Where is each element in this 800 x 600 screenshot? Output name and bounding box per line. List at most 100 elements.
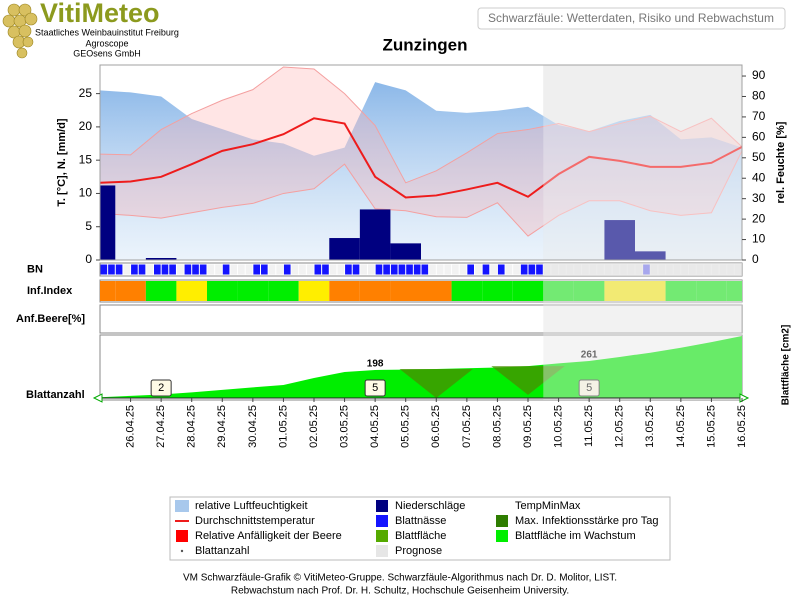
legend-label: Relative Anfälligkeit der Beere [195,530,342,542]
leaf-wetness-cell [429,264,436,275]
leaf-wetness-cell [345,264,352,275]
leaf-wetness-cell [146,264,153,275]
precipitation-bar [100,185,116,260]
y2-axis-title: rel. Feuchte [%] [775,121,787,203]
x-tick-label: 12.05.25 [614,405,626,448]
leaf-count-label: 5 [372,382,378,394]
x-tick-label: 14.05.25 [675,405,687,448]
leaf-wetness-cell [413,264,421,275]
legend-label: Blattfläche im Wachstum [515,530,636,542]
x-tick-label: 03.05.25 [338,405,350,448]
plot-frame [99,64,743,261]
footer-line: VM Schwarzfäule-Grafik © VitiMeteo-Grupp… [183,573,617,584]
y2-tick-label: 50 [752,150,766,164]
strip-label: BN [27,263,43,275]
leaf-wetness-cell [184,264,192,275]
leaf-count-box [578,379,600,397]
forecast-overlay [543,263,742,276]
leaf-wetness-cell [245,264,253,275]
precipitation-bar [635,251,666,260]
infection-index-cell [237,281,269,301]
leaf-wetness-cell [230,264,238,275]
leaf-wetness-cell [337,264,345,275]
legend-swatch [180,549,184,553]
legend-swatch [376,515,388,527]
leaf-wetness-cell [169,264,176,275]
growth-y2-title: Blattfläche [cm2] [781,325,792,406]
leaf-count-label: 2 [158,382,164,394]
leaf-wetness-cell [398,264,406,275]
leaf-wetness-cell [199,264,207,275]
legend-label: Blattanzahl [195,545,249,557]
leaf-wetness-cell [421,264,429,275]
infection-index-cell [451,281,483,301]
legend-label: relative Luftfeuchtigkeit [195,500,308,512]
leaf-wetness-cell [482,264,490,275]
leaf-wetness-cell [123,264,131,275]
strip-label: Anf.Beere[%] [16,313,85,325]
y-axis-title: T. [°C], N. [mm/d] [56,118,68,206]
leaf-wetness-cell [475,264,482,275]
x-tick-label: 15.05.25 [705,405,717,448]
legend-swatch [496,515,508,527]
leaf-wetness-cell [261,264,268,275]
legend-label: Blattfläche [395,530,446,542]
leaf-count-box [150,379,172,397]
infection-index-cell [329,281,360,301]
infection-index-cell [176,281,207,301]
leaf-wetness-cell [436,264,444,275]
legend-label: Max. Infektionsstärke pro Tag [515,515,658,527]
leaf-wetness-cell [352,264,360,275]
leaf-count-box [364,379,386,397]
x-tick-label: 30.04.25 [247,405,259,448]
x-tick-label: 02.05.25 [308,405,320,448]
leaf-wetness-cell [497,264,505,275]
leaf-wetness-cell [222,264,230,275]
x-tick-label: 05.05.25 [400,405,412,448]
infection-index-cell [482,281,513,301]
legend-box [169,496,671,561]
x-tick-label: 27.04.25 [155,405,167,448]
leaf-wetness-cell [452,264,459,275]
y2-tick-label: 90 [752,68,766,82]
leaf-wetness-cell [306,264,314,275]
y-tick-label: 20 [79,119,93,133]
leaf-wetness-cell [138,264,146,275]
temp-band [100,66,742,237]
leaf-wetness-cell [360,264,367,275]
leaf-wetness-cell [192,264,199,275]
leaf-wetness-cell [215,264,222,275]
x-tick-label: 16.05.25 [736,405,748,448]
y-tick-label: 15 [79,152,93,166]
leaf-wetness-cell [207,264,215,275]
forecast-overlay [543,335,742,400]
x-tick-label: 11.05.25 [583,405,595,447]
legend-swatch [496,530,508,542]
leaf-wetness-cell [291,264,299,275]
x-tick-label: 08.05.25 [491,405,503,448]
y-tick-label: 25 [79,86,93,100]
leaf-wetness-cell [131,264,138,275]
chart-title: Zunzingen [383,35,468,54]
x-tick-label: 09.05.25 [522,405,534,448]
infection-index-cell [115,281,146,301]
legend-label: TempMinMax [515,500,581,512]
leaf-wetness-cell [154,264,161,275]
logo-grapes [2,3,38,59]
infection-max [491,366,565,395]
legend-label: Durchschnittstemperatur [195,515,315,527]
leaf-area-label: 198 [367,359,384,370]
y2-tick-label: 30 [752,191,766,205]
leaf-wetness-cell [444,264,452,275]
leaf-wetness-cell [283,264,291,275]
infection-index-cell [100,281,116,301]
leaf-area-label: 261 [581,350,598,361]
leaf-wetness-cell [161,264,169,275]
x-tick-label: 01.05.25 [277,405,289,448]
x-tick-label: 29.04.25 [216,405,228,448]
x-tick-label: 13.05.25 [644,405,656,448]
x-tick-label: 04.05.25 [369,405,381,448]
legend-swatch [376,530,388,542]
y-tick-label: 10 [79,186,93,200]
